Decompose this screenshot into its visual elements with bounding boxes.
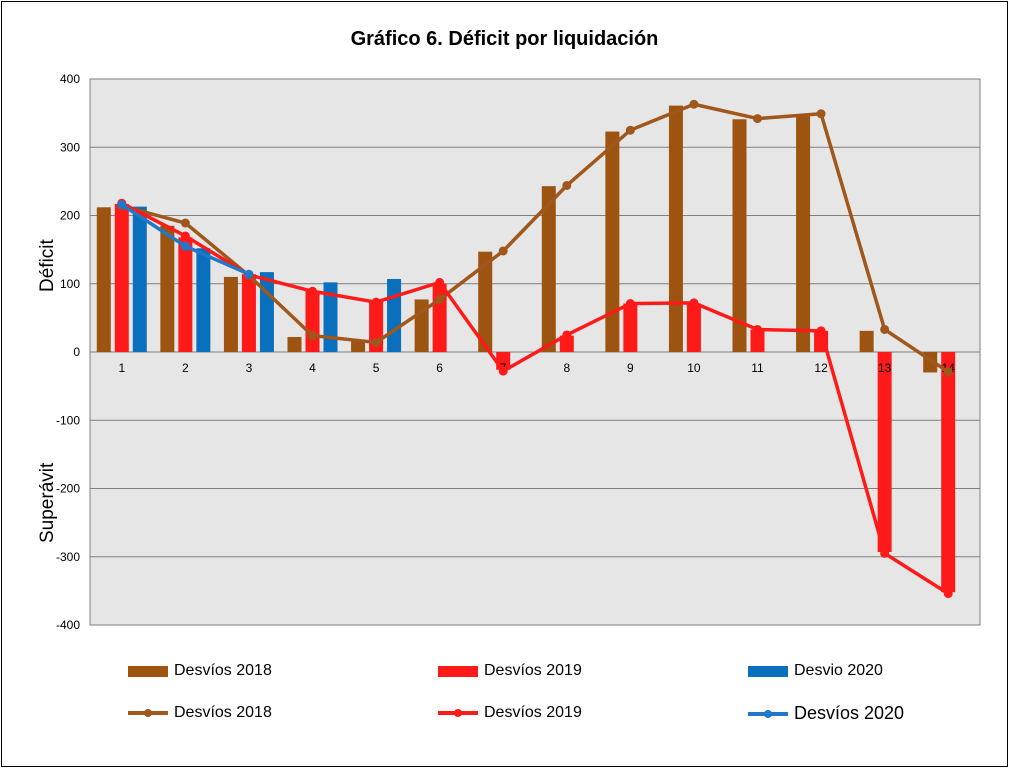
legend-swatch <box>438 705 478 721</box>
legend-swatch <box>438 665 478 677</box>
legend-item-line-2019: Desvíos 2019 <box>438 704 582 722</box>
bar-desvio-2020 <box>132 206 147 352</box>
point-desv-os-2019 <box>562 330 572 340</box>
line-desv-os-2018 <box>121 102 950 374</box>
bar-desv-os-2018 <box>287 336 302 352</box>
bar-desvio-2020 <box>196 248 211 352</box>
legend-swatch <box>128 705 168 721</box>
x-tick-label: 5 <box>373 361 380 375</box>
y-tick-label: -400 <box>56 618 80 632</box>
point-desv-os-2020 <box>180 241 190 251</box>
point-desv-os-2020 <box>244 269 254 279</box>
x-tick-label: 12 <box>814 361 828 375</box>
point-desv-os-2019 <box>816 326 826 336</box>
bar-desv-os-2018 <box>859 330 874 352</box>
bar-desv-os-2018 <box>668 105 683 353</box>
point-desv-os-2019 <box>308 286 317 296</box>
bar-desv-os-2018 <box>541 186 556 352</box>
bar-desv-os-2019 <box>178 237 193 352</box>
y-tick-label: 400 <box>60 72 80 86</box>
legend-label: Desvíos 2019 <box>484 662 582 679</box>
legend-swatch <box>748 706 788 722</box>
y-tick-label: -200 <box>56 482 80 496</box>
bar-desv-os-2019 <box>559 335 574 352</box>
point-desv-os-2018 <box>180 218 190 228</box>
legend-swatch <box>748 665 788 677</box>
point-desv-os-2019 <box>689 298 699 308</box>
bar-desv-os-2019 <box>241 274 256 352</box>
x-tick-label: 10 <box>687 361 701 375</box>
point-desv-os-2019 <box>943 589 953 599</box>
legend-label: Desvíos 2018 <box>174 662 272 679</box>
point-desv-os-2019 <box>371 297 381 307</box>
point-desv-os-2018 <box>435 294 445 304</box>
point-desv-os-2018 <box>498 246 508 256</box>
bar-desv-os-2019 <box>686 303 701 352</box>
x-tick-label: 6 <box>436 361 443 375</box>
x-tick-label: 1 <box>118 361 125 375</box>
bar-desv-os-2018 <box>478 251 493 352</box>
x-tick-label: 13 <box>878 361 892 375</box>
bar-desv-os-2019 <box>877 352 892 552</box>
legend-label: Desvíos 2019 <box>484 704 582 721</box>
point-desv-os-2018 <box>753 114 762 124</box>
bar-desvio-2020 <box>387 278 402 352</box>
x-tick-label: 3 <box>246 361 253 375</box>
bar-desv-os-2018 <box>351 341 366 352</box>
bar-desv-os-2018 <box>96 207 111 352</box>
legend-item-bar-2019: Desvíos 2019 <box>438 662 582 680</box>
point-desv-os-2018 <box>371 337 381 347</box>
y-axis-label-deficit: Déficit <box>37 239 58 292</box>
point-desv-os-2018 <box>689 99 699 109</box>
point-desv-os-2019 <box>498 366 508 376</box>
legend-swatch <box>128 665 168 677</box>
bar-desv-os-2019 <box>623 303 638 352</box>
y-tick-label: 200 <box>60 209 80 223</box>
point-desv-os-2018 <box>816 109 826 119</box>
y-axis-label-superavit: Superávit <box>37 462 58 543</box>
chart-title: Gráfico 6. Déficit por liquidación <box>350 28 659 50</box>
point-desv-os-2019 <box>180 231 190 241</box>
point-desv-os-2018 <box>562 180 572 190</box>
point-desv-os-2018 <box>308 331 317 341</box>
bar-desv-os-2018 <box>223 276 238 352</box>
bar-desv-os-2019 <box>114 203 129 352</box>
legend-item-bar-2018: Desvíos 2018 <box>128 662 272 680</box>
legend-label: Desvíos 2018 <box>174 704 272 721</box>
y-tick-label: 100 <box>60 277 80 291</box>
x-tick-label: 4 <box>309 361 316 375</box>
point-desv-os-2019 <box>435 277 445 287</box>
point-desv-os-2020 <box>117 200 127 210</box>
point-desv-os-2019 <box>880 548 890 558</box>
legend-item-bar-2020: Desvio 2020 <box>748 662 883 680</box>
x-tick-label: 9 <box>627 361 634 375</box>
bar-desv-os-2018 <box>160 225 175 352</box>
y-tick-label: 300 <box>60 140 80 154</box>
legend-label: Desvio 2020 <box>794 662 883 679</box>
bar-desvio-2020 <box>323 282 338 352</box>
x-tick-label: 8 <box>563 361 570 375</box>
bar-desv-os-2019 <box>941 352 956 593</box>
legend-label: Desvíos 2020 <box>794 703 905 723</box>
legend-item-line-2020: Desvíos 2020 <box>748 703 904 724</box>
point-desv-os-2019 <box>625 299 635 309</box>
point-desv-os-2018 <box>880 324 890 334</box>
y-tick-label: -100 <box>56 413 80 427</box>
bar-desv-os-2018 <box>605 131 620 352</box>
bar-desv-os-2019 <box>750 329 765 352</box>
x-tick-label: 2 <box>182 361 189 375</box>
bar-desv-os-2019 <box>305 290 320 352</box>
bar-desvio-2020 <box>259 272 274 352</box>
line-desv-os-2019 <box>120 201 950 596</box>
y-tick-label: -300 <box>56 550 80 564</box>
bar-desv-os-2018 <box>796 114 811 353</box>
y-tick-label: 0 <box>73 345 80 359</box>
bar-desv-os-2018 <box>732 119 747 352</box>
legend-item-line-2018: Desvíos 2018 <box>128 704 272 722</box>
x-tick-label: 11 <box>751 361 764 375</box>
point-desv-os-2019 <box>753 324 762 334</box>
point-desv-os-2018 <box>625 125 635 135</box>
point-desv-os-2018 <box>943 367 953 377</box>
